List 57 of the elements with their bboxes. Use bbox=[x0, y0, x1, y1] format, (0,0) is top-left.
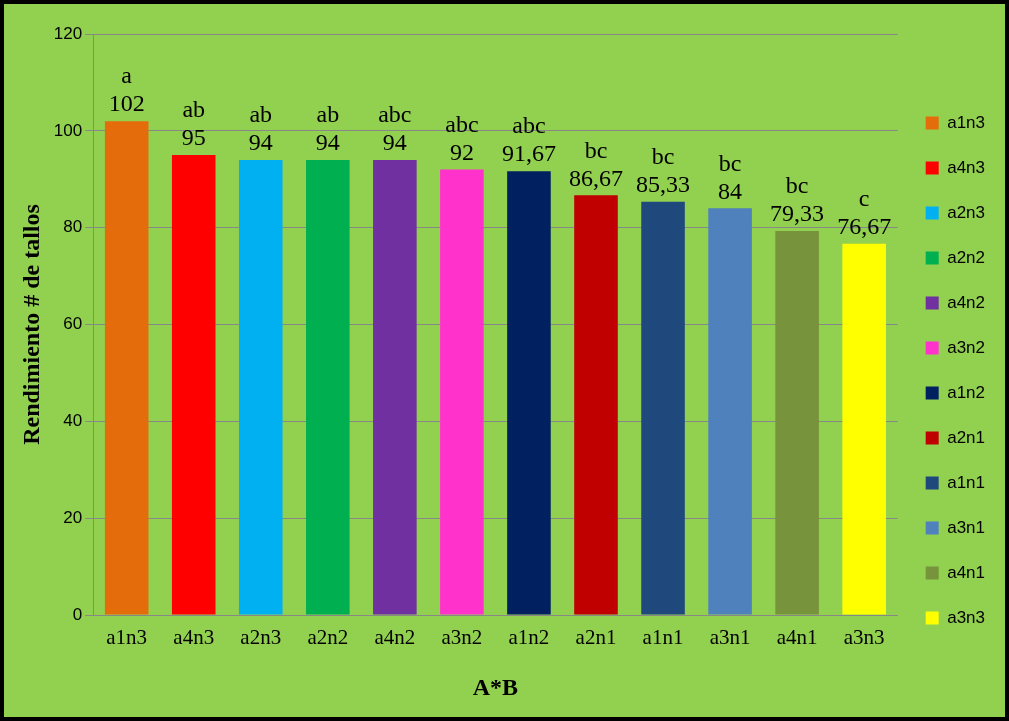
y-tick-label: 20 bbox=[63, 507, 83, 527]
y-tick-label: 120 bbox=[53, 23, 83, 43]
x-tick-label: a1n3 bbox=[106, 625, 148, 650]
annotation: bc bbox=[785, 172, 809, 199]
data-label: 94 bbox=[248, 129, 273, 156]
x-axis-title: A*B bbox=[472, 673, 519, 700]
y-tick-label: 100 bbox=[53, 120, 83, 140]
annotation: c bbox=[858, 185, 870, 212]
x-tick-label: a3n1 bbox=[709, 625, 751, 650]
annotation: a bbox=[121, 62, 133, 89]
annotation: abc bbox=[445, 110, 479, 137]
legend-label: a1n2 bbox=[947, 382, 986, 402]
data-label: 79,33 bbox=[770, 200, 825, 227]
y-tick-label: 80 bbox=[63, 217, 83, 237]
legend-label: a3n3 bbox=[947, 607, 986, 627]
legend-label: a4n3 bbox=[947, 157, 986, 177]
annotation: bc bbox=[651, 143, 675, 170]
data-label: 86,67 bbox=[568, 164, 623, 191]
x-tick-label: a1n1 bbox=[642, 625, 684, 650]
x-tick-label: a4n2 bbox=[374, 625, 416, 650]
y-axis-title: Rendimiento # de tallos bbox=[17, 204, 44, 445]
legend-label: a1n1 bbox=[947, 472, 986, 492]
annotation: ab bbox=[182, 96, 206, 123]
legend-label: a3n1 bbox=[947, 517, 986, 537]
legend-label: a2n2 bbox=[947, 247, 986, 267]
annotation: abc bbox=[512, 112, 546, 139]
legend-label: a1n3 bbox=[947, 112, 986, 132]
x-tick-label: a2n2 bbox=[307, 625, 349, 650]
annotation: ab bbox=[249, 101, 273, 128]
data-label: 76,67 bbox=[837, 213, 892, 240]
legend-label: a4n2 bbox=[947, 292, 986, 312]
x-tick-label: a1n2 bbox=[508, 625, 550, 650]
x-tick-label: a3n3 bbox=[843, 625, 885, 650]
data-label: 84 bbox=[718, 177, 743, 204]
x-tick-label: a2n1 bbox=[575, 625, 617, 650]
legend-label: a3n2 bbox=[947, 337, 986, 357]
data-label: 94 bbox=[382, 129, 407, 156]
annotation: ab bbox=[316, 101, 340, 128]
data-label: 85,33 bbox=[636, 171, 691, 198]
annotation: abc bbox=[378, 101, 412, 128]
x-tick-label: a4n3 bbox=[173, 625, 215, 650]
x-tick-label: a4n1 bbox=[776, 625, 818, 650]
annotation: bc bbox=[718, 149, 742, 176]
legend-label: a4n1 bbox=[947, 562, 986, 582]
y-tick-label: 0 bbox=[72, 604, 83, 624]
data-label: 94 bbox=[315, 129, 340, 156]
y-tick-label: 60 bbox=[63, 314, 83, 334]
x-tick-label: a3n2 bbox=[441, 625, 483, 650]
legend-label: a2n3 bbox=[947, 202, 986, 222]
data-label: 95 bbox=[181, 124, 206, 151]
data-label: 92 bbox=[449, 138, 474, 165]
x-tick-label: a2n3 bbox=[240, 625, 282, 650]
data-label: 91,67 bbox=[501, 140, 556, 167]
y-tick-label: 40 bbox=[63, 411, 83, 431]
legend-label: a2n1 bbox=[947, 427, 986, 447]
data-label: 102 bbox=[108, 90, 145, 117]
annotation: bc bbox=[584, 136, 608, 163]
